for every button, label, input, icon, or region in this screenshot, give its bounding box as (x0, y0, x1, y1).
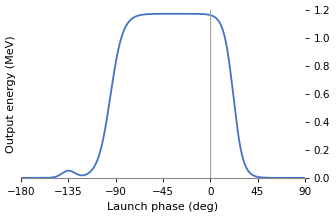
X-axis label: Launch phase (deg): Launch phase (deg) (108, 203, 218, 213)
Y-axis label: Output energy (MeV): Output energy (MeV) (6, 35, 15, 153)
